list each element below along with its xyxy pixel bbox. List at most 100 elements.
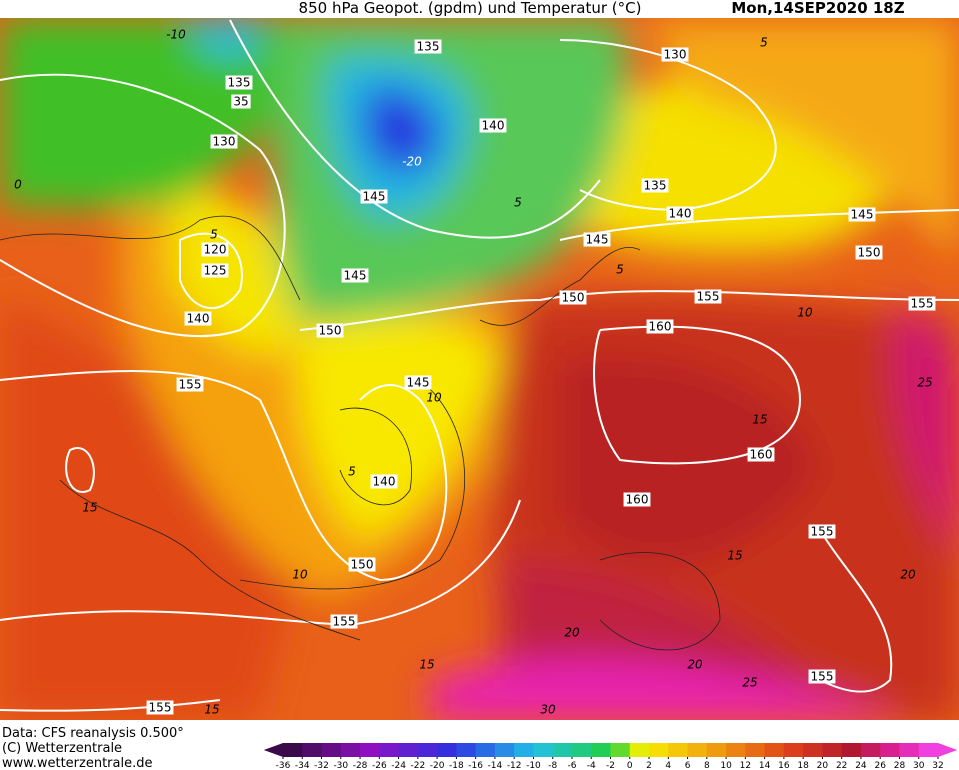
- colorbar-swatch: [860, 743, 881, 757]
- label-box: [641, 178, 669, 193]
- temperature-label: 25: [742, 676, 757, 690]
- geopotential-label: 150: [858, 246, 881, 260]
- colorbar-swatch: [649, 743, 669, 757]
- label-box: [201, 242, 229, 257]
- label-box: [808, 669, 836, 684]
- map-field: [0, 18, 959, 720]
- data-source: Data: CFS reanalysis 0.500°: [2, 726, 184, 741]
- label-box: [666, 206, 694, 221]
- map-title: 850 hPa Geopot. (gpdm) und Temperatur (°…: [299, 0, 642, 17]
- colorbar-swatch: [841, 743, 862, 757]
- geopotential-label: 155: [811, 670, 834, 684]
- copyright: (C) Wetterzentrale: [2, 741, 122, 756]
- colorbar-swatch: [379, 743, 400, 757]
- colorbar-arrow-right: [938, 743, 958, 757]
- temperature-label: 10: [292, 568, 308, 582]
- colorbar-tick-label: 32: [932, 761, 943, 770]
- geopotential-label: 155: [811, 525, 834, 539]
- colorbar-swatch: [783, 743, 804, 757]
- website: www.wetterzentrale.de: [2, 756, 152, 770]
- colorbar-tick-label: 6: [685, 761, 691, 770]
- geopotential-label: 155: [179, 378, 202, 392]
- temperature-label: 0: [14, 178, 22, 192]
- geopotential-label: 135: [417, 40, 440, 54]
- colorbar-tick-label: 28: [894, 761, 906, 770]
- colorbar-swatch: [398, 743, 419, 757]
- label-box: [747, 447, 775, 462]
- colorbar-tick-label: 24: [855, 761, 867, 770]
- geopotential-label: 130: [664, 48, 687, 62]
- geopotential-label: 145: [344, 269, 367, 283]
- colorbar-tick-label: 18: [797, 761, 809, 770]
- label-box: [848, 207, 876, 222]
- geopotential-labels: 135 130 135 35 130 140 145 135 140 145 1…: [146, 39, 936, 715]
- colorbar-tick-label: -22: [411, 761, 426, 770]
- geopotential-label: 145: [586, 233, 609, 247]
- temperature-label: 5: [348, 465, 356, 479]
- label-box: [661, 47, 689, 62]
- geopotential-label: 145: [407, 376, 430, 390]
- label-box: [210, 134, 238, 149]
- label-box: [201, 263, 229, 278]
- temperature-label: 25: [917, 376, 932, 390]
- colorbar-tick-label: 26: [874, 761, 886, 770]
- colorbar-swatch: [283, 743, 303, 757]
- colorbar-tick-label: -24: [391, 761, 406, 770]
- colorbar-swatch: [417, 743, 438, 757]
- temperature-label: 15: [419, 658, 434, 672]
- temperature-label: 5: [514, 196, 522, 210]
- label-box: [348, 557, 376, 572]
- label-box: [908, 296, 936, 311]
- label-box: [404, 375, 432, 390]
- colorbar-swatch: [610, 743, 631, 757]
- geopotential-label: 155: [333, 615, 356, 629]
- colorbar-tick-label: -12: [507, 761, 522, 770]
- colorbar-swatch: [514, 743, 534, 757]
- label-box: [231, 94, 251, 109]
- label-box: [646, 319, 674, 334]
- colorbar-tick-label: -36: [276, 761, 291, 770]
- temperature-label: 20: [564, 626, 580, 640]
- temperature-label: 15: [82, 501, 97, 515]
- colorbar-tick-label: 10: [720, 761, 732, 770]
- label-box: [341, 268, 369, 283]
- colorbar-arrow-left: [263, 743, 283, 757]
- colorbar-tick-label: -20: [430, 761, 445, 770]
- colorbar-swatch: [494, 743, 515, 757]
- colorbar-swatch: [629, 743, 650, 757]
- geopotential-label: 155: [911, 297, 934, 311]
- geopotential-label: 140: [373, 475, 396, 489]
- colorbar-swatch: [591, 743, 611, 757]
- colorbar-tick-label: 2: [646, 761, 652, 770]
- colorbar-tick-label: 0: [627, 761, 633, 770]
- colorbar-swatch: [745, 743, 766, 757]
- colorbar-swatch: [726, 743, 746, 757]
- geopotential-label: 140: [669, 207, 692, 221]
- colorbar-tick-label: -8: [548, 761, 557, 770]
- temperature-label: 10: [797, 306, 813, 320]
- colorbar-swatch: [340, 743, 361, 757]
- label-box: [583, 232, 611, 247]
- colorbar-swatch: [571, 743, 592, 757]
- label-box: [623, 492, 651, 507]
- colorbar-swatch: [880, 743, 900, 757]
- temperature-label: 15: [204, 703, 219, 717]
- colorbar-swatch: [918, 743, 939, 757]
- colorbar-tick-label: -34: [295, 761, 310, 770]
- geopotential-label: 155: [149, 701, 172, 715]
- colorbar-tick-label: -14: [488, 761, 503, 770]
- colorbar-tick-label: -16: [468, 761, 483, 770]
- colorbar-tick-label: -28: [353, 761, 368, 770]
- map-date: Mon,14SEP2020 18Z: [731, 0, 904, 17]
- temperature-label: -20: [402, 155, 422, 169]
- label-box: [316, 323, 344, 338]
- label-box: [184, 311, 212, 326]
- temperature-label: 20: [687, 658, 703, 672]
- temperature-label: 5: [210, 228, 218, 242]
- colorbar-tick-label: 12: [740, 761, 751, 770]
- temperature-label: 10: [426, 391, 442, 405]
- temperature-label: 15: [727, 549, 742, 563]
- colorbar-swatch: [360, 743, 380, 757]
- colorbar-swatch: [321, 743, 342, 757]
- label-box: [559, 290, 587, 305]
